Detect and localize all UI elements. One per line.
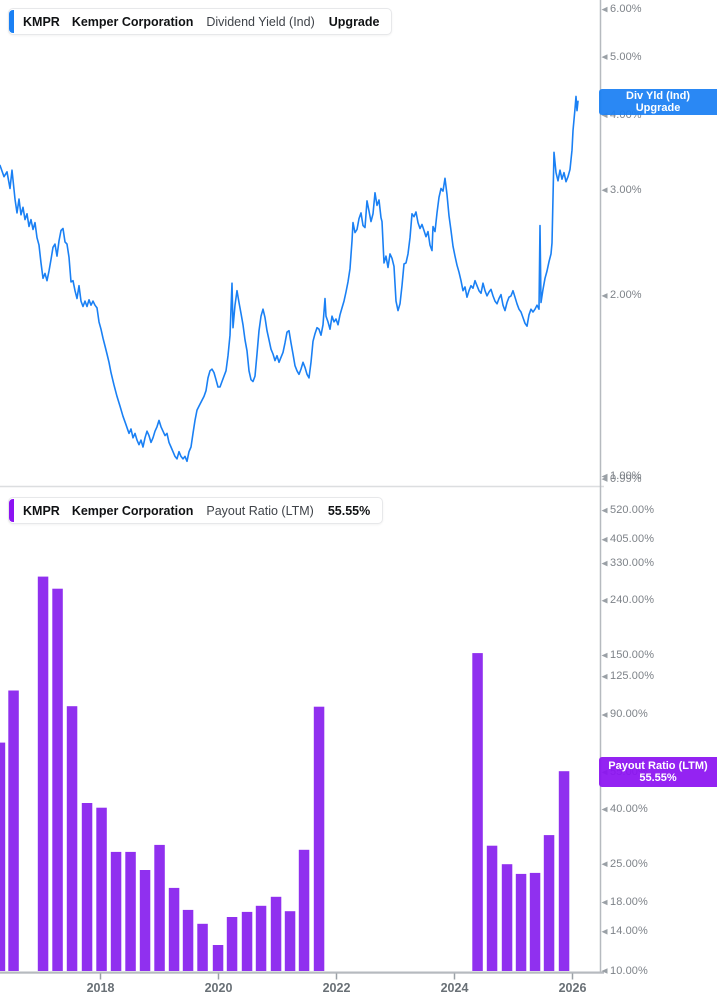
series-accent-bar [9,10,14,33]
company-name: Kemper Corporation [71,14,194,29]
payout-ratio-bar [8,690,19,971]
y-tick-label-payout-ratio: 40.00% [610,802,648,815]
y-axis-tick-arrow [601,929,608,935]
y-axis-tick-arrow [601,712,608,718]
payout-ratio-bar [255,905,267,971]
y-axis-tick-arrow [601,597,608,604]
div-yield-axis-badge: Div Yld (Ind) Upgrade [599,89,717,115]
payout-ratio-bar [529,872,541,971]
payout-ratio-bar [313,706,325,971]
payout-ratio-bar [226,917,238,971]
payout-ratio-bar [182,909,194,971]
y-tick-label-payout-ratio: 90.00% [610,708,648,721]
y-tick-label-payout-ratio: 10.00% [610,964,648,977]
badge-upgrade-link[interactable]: Upgrade [635,102,681,114]
x-tick-label-year: 2022 [322,981,351,995]
y-tick-label-payout-ratio: 520.00% [610,504,655,517]
y-axis-tick-arrow [601,536,608,543]
upgrade-link[interactable]: Upgrade [328,14,380,29]
payout-ratio-bar [125,851,136,971]
y-tick-label-dividend-yield: 2.00% [610,289,642,302]
payout-ratio-bar [0,742,6,971]
y-tick-label-payout-ratio: 125.00% [610,670,655,683]
y-tick-label-payout-ratio: 405.00% [610,533,655,546]
y-axis-tick-arrow [601,293,608,299]
y-axis-tick-arrow [601,507,608,514]
y-tick-label-payout-ratio: 240.00% [610,594,655,607]
payout-ratio-bar [241,911,253,971]
payout-ratio-bar [110,851,122,971]
y-axis-tick-arrow [601,652,608,659]
payout-ratio-bar [154,844,165,971]
y-axis-tick-arrow [601,187,608,193]
y-axis-tick-arrow [601,673,608,680]
y-axis-tick-arrow [601,806,608,813]
dividend-yield-header-chip[interactable]: KMPR Kemper Corporation Dividend Yield (… [8,8,393,35]
y-tick-label-dividend-yield: 5.00% [610,50,642,63]
x-tick-label-year: 2020 [204,981,233,995]
x-axis-line [0,971,604,974]
series-accent-bar [9,499,14,522]
payout-ratio-bar [96,807,107,971]
y-axis-tick-arrow [601,54,608,60]
payout-ratio-bar [168,887,180,971]
y-tick-label-dividend-yield: 3.00% [610,183,642,196]
y-tick-label-payout-ratio: 330.00% [610,557,655,570]
metric-name: Payout Ratio (LTM) [206,503,314,518]
x-tick-label-year: 2024 [440,981,469,995]
y-axis-tick-arrow [601,899,608,906]
y-axis-tick-arrow [601,476,608,482]
payout-ratio-bar [212,945,224,971]
badge-metric-name: Div Yld (Ind) [626,89,690,102]
y-axis-tick-arrow [601,6,608,13]
payout-ratio-bar [298,849,310,971]
ticker-label: KMPR [23,503,60,518]
y-tick-label-payout-ratio: 18.00% [610,896,648,908]
payout-ratio-bar [66,706,78,971]
y-tick-label-dividend-yield: 0.99% [610,472,642,485]
y-tick-label-payout-ratio: 25.00% [610,857,648,870]
payout-ratio-header-chip[interactable]: KMPR Kemper Corporation Payout Ratio (LT… [8,497,384,524]
ticker-label: KMPR [23,14,60,29]
y-axis-tick-arrow [601,861,608,867]
y-tick-label-payout-ratio: 150.00% [610,648,655,661]
dividend-yield-line [0,95,579,463]
badge-metric-name: Payout Ratio (LTM) [608,759,708,772]
y-axis-tick-arrow [601,968,608,974]
payout-ratio-bar [486,845,498,971]
company-name: Kemper Corporation [71,503,194,518]
payout-ratio-bar [472,653,483,971]
payout-ratio-bar [501,864,513,971]
payout-ratio-bar [515,873,527,971]
payout-ratio-axis-badge: Payout Ratio (LTM) 55.55% [599,757,717,787]
y-axis-tick-arrow [601,560,608,567]
metric-name: Dividend Yield (Ind) [206,14,315,29]
payout-ratio-bar [37,576,49,971]
payout-ratio-bar [270,896,282,971]
payout-value-label: 55.55% [327,503,371,518]
y-tick-label-dividend-yield: 6.00% [610,3,642,16]
payout-ratio-bar [52,588,63,971]
payout-ratio-bar [543,835,555,971]
x-tick-label-year: 2026 [558,981,587,995]
y-tick-label-payout-ratio: 14.00% [610,925,648,938]
y-tick-label-dividend-yield: 1.00% [610,470,642,482]
payout-ratio-bar [558,771,570,971]
badge-current-value: 55.55% [639,772,677,784]
payout-ratio-bar [139,870,151,971]
payout-ratio-bar [284,911,296,971]
payout-ratio-bar [81,803,93,971]
payout-ratio-bar [197,923,208,971]
x-tick-label-year: 2018 [86,981,115,995]
